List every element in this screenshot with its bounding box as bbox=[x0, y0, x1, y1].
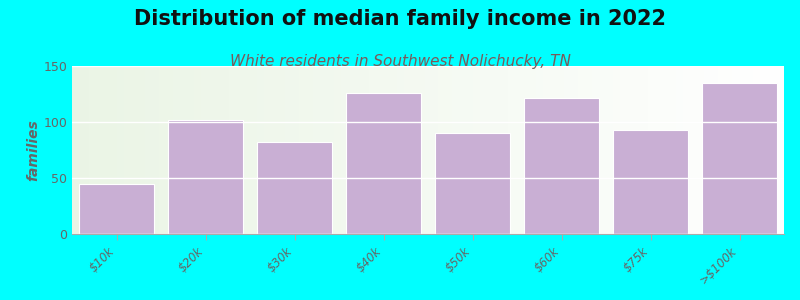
Bar bbox=[346, 93, 422, 234]
Bar bbox=[702, 83, 778, 234]
Text: Distribution of median family income in 2022: Distribution of median family income in … bbox=[134, 9, 666, 29]
Bar bbox=[613, 130, 688, 234]
Bar bbox=[524, 98, 599, 234]
Y-axis label: families: families bbox=[26, 119, 41, 181]
Bar bbox=[257, 142, 332, 234]
Bar bbox=[434, 133, 510, 234]
Bar bbox=[168, 120, 243, 234]
Text: White residents in Southwest Nolichucky, TN: White residents in Southwest Nolichucky,… bbox=[230, 54, 570, 69]
Bar bbox=[78, 184, 154, 234]
